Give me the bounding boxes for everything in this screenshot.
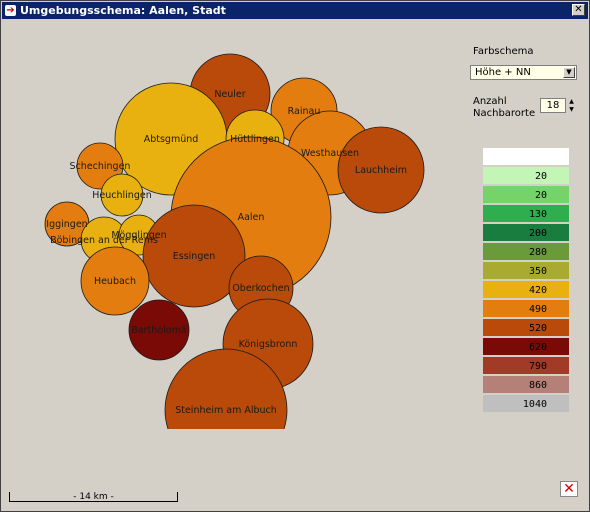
legend-item: 1040 (483, 395, 569, 412)
legend-item: 520 (483, 319, 569, 336)
town-label: Heuchlingen (92, 190, 151, 201)
town-label: Steinheim am Albuch (175, 405, 277, 416)
exit-icon[interactable]: ✕ (560, 481, 578, 497)
farbschema-select[interactable]: Höhe + NN ▼ (470, 65, 577, 80)
town-label: Hüttlingen (230, 134, 280, 145)
town-label: Abtsgmünd (144, 134, 199, 145)
anzahl-label: Anzahl (473, 96, 507, 107)
town-bubble[interactable] (142, 204, 246, 308)
town-label: Mögglingen (111, 230, 166, 241)
legend-item: 790 (483, 357, 569, 374)
legend-item: 20 (483, 186, 569, 203)
nachbarorte-label: Nachbarorte (473, 108, 536, 119)
nachbarorte-count-input[interactable]: 18 (540, 98, 566, 113)
legend-item: 350 (483, 262, 569, 279)
town-bubble[interactable] (100, 173, 144, 217)
app-arrow-icon: ➔ (5, 5, 16, 16)
town-bubble[interactable] (80, 246, 150, 316)
legend-item (483, 148, 569, 165)
town-label: Aalen (238, 212, 265, 223)
window-close-button[interactable]: ✕ (572, 4, 585, 16)
legend-item: 620 (483, 338, 569, 355)
legend-item: 490 (483, 300, 569, 317)
town-label: Böbingen an der Rems (50, 235, 158, 246)
town-label: Iggingen (46, 219, 87, 230)
spin-up-icon[interactable]: ▲ (566, 98, 577, 106)
town-bubble[interactable] (164, 348, 288, 429)
scale-label: - 14 km - (73, 492, 114, 502)
town-label: Bartholomä (131, 325, 186, 336)
legend-item: 130 (483, 205, 569, 222)
chevron-down-icon[interactable]: ▼ (563, 67, 575, 78)
legend-item: 20 (483, 167, 569, 184)
farbschema-value: Höhe + NN (475, 67, 531, 78)
town-label: Oberkochen (232, 283, 289, 294)
legend-item: 280 (483, 243, 569, 260)
town-label: Königsbronn (239, 339, 298, 350)
scale-bar: - 14 km - (9, 492, 178, 502)
town-label: Westhausen (301, 148, 359, 159)
window-title: Umgebungsschema: Aalen, Stadt (20, 4, 226, 17)
farbschema-label: Farbschema (473, 46, 534, 57)
legend-item: 420 (483, 281, 569, 298)
town-label: Neuler (214, 89, 245, 100)
town-label: Heubach (94, 276, 136, 287)
town-label: Essingen (173, 251, 215, 262)
title-bar[interactable]: ➔ Umgebungsschema: Aalen, Stadt ✕ (2, 2, 588, 19)
town-label: Rainau (288, 106, 321, 117)
spin-down-icon[interactable]: ▼ (566, 106, 577, 114)
town-bubble[interactable] (337, 126, 425, 214)
legend-item: 860 (483, 376, 569, 393)
town-bubble[interactable] (128, 299, 190, 361)
town-bubble-map: Neuler Rainau Abtsgmünd Hüttlingen Westhause… (44, 53, 425, 429)
legend-item: 200 (483, 224, 569, 241)
town-label: Lauchheim (355, 165, 407, 176)
town-label: Schechingen (70, 161, 131, 172)
